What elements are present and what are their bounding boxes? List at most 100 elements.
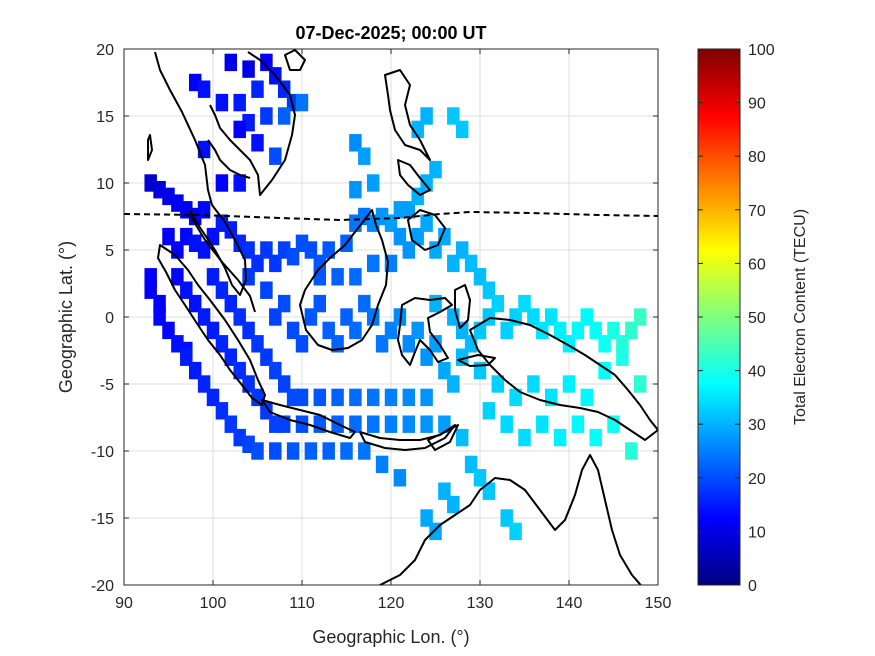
- tec-cell: [402, 388, 416, 407]
- tec-cell: [491, 375, 505, 393]
- tec-cell: [349, 388, 362, 407]
- tec-cell: [571, 321, 585, 340]
- tec-cell: [473, 469, 487, 487]
- tec-cell: [180, 281, 193, 299]
- colorbar-tick-label: 20: [748, 471, 766, 488]
- tec-cell: [438, 227, 451, 246]
- tec-cell: [313, 254, 327, 273]
- coastline-java: [261, 399, 356, 439]
- tec-cell: [633, 375, 647, 393]
- tec-cell: [260, 107, 273, 125]
- y-axis-label: Geographic Lat. (°): [56, 241, 76, 393]
- tec-cell: [224, 415, 238, 433]
- coastline-indochina: [209, 51, 296, 196]
- tec-cell: [366, 388, 380, 407]
- tec-cell: [349, 134, 362, 152]
- tec-cell: [242, 321, 255, 340]
- tec-cell: [527, 308, 540, 326]
- tec-cell: [393, 227, 407, 246]
- tec-cell: [340, 308, 353, 326]
- tec-cell: [455, 428, 469, 447]
- tec-cell: [304, 241, 318, 259]
- tec-cell: [358, 294, 371, 313]
- tec-cell: [633, 308, 647, 326]
- tec-cell: [420, 107, 433, 125]
- tec-cell: [304, 308, 318, 326]
- tec-cell: [420, 348, 433, 366]
- tec-cell: [295, 93, 309, 112]
- tec-cell: [607, 321, 620, 340]
- tec-cell: [527, 375, 540, 393]
- tec-cell: [197, 241, 211, 259]
- tec-cell: [429, 160, 442, 179]
- tec-cell: [331, 388, 344, 407]
- tec-cell: [375, 335, 389, 353]
- tec-cell: [197, 80, 211, 98]
- x-tick-label: 140: [556, 595, 583, 612]
- tec-cell: [625, 321, 638, 340]
- x-tick-label: 130: [467, 595, 494, 612]
- colorbar-tick-label: 40: [748, 364, 766, 381]
- y-axis-ticks: 20 15 10 5 0 -5 -10 -15 -20: [91, 42, 658, 595]
- tec-cell: [358, 442, 371, 460]
- colorbar-tick-label: 70: [748, 203, 766, 220]
- colorbar-tick-label: 10: [748, 524, 766, 541]
- tec-cell: [447, 495, 460, 514]
- y-tick-label: 10: [96, 176, 114, 193]
- tec-cell: [473, 268, 487, 286]
- tec-cell: [580, 388, 594, 407]
- y-tick-label: -10: [91, 444, 114, 461]
- tec-cell: [491, 294, 505, 313]
- tec-cell: [464, 455, 478, 474]
- tec-cell: [571, 415, 585, 433]
- tec-cell: [180, 348, 193, 366]
- tec-cell: [286, 321, 300, 340]
- tec-cell: [251, 254, 264, 273]
- tec-cell: [295, 415, 309, 433]
- tec-cell: [420, 174, 433, 192]
- colorbar-tick-label: 90: [748, 96, 766, 113]
- tec-cell: [438, 361, 451, 380]
- tec-cell: [562, 375, 576, 393]
- magnetic-equator-line: [124, 210, 658, 222]
- tec-cell: [224, 348, 238, 366]
- x-axis-ticks: 90 100 110 120 130 140 150: [115, 49, 671, 612]
- tec-cell: [233, 174, 246, 192]
- x-tick-label: 100: [200, 595, 227, 612]
- tec-cell: [518, 294, 531, 313]
- tec-cell: [144, 281, 157, 299]
- tec-cell: [607, 415, 620, 433]
- tec-cell: [162, 227, 175, 246]
- colorbar-tick-label: 80: [748, 149, 766, 166]
- tec-cell: [331, 268, 344, 286]
- coastline-visayas: [397, 159, 431, 196]
- tec-cell: [322, 321, 335, 340]
- tec-cell: [206, 388, 220, 407]
- tec-cell: [260, 281, 273, 299]
- tec-cell: [144, 268, 157, 286]
- tec-cell: [447, 254, 460, 273]
- tec-cell: [162, 321, 175, 340]
- tec-cell: [375, 455, 389, 474]
- tec-cell: [482, 402, 496, 420]
- tec-cell: [616, 348, 629, 366]
- x-tick-label: 120: [378, 595, 405, 612]
- tec-cell: [260, 241, 273, 259]
- tec-cell: [269, 308, 282, 326]
- tec-cell: [402, 335, 416, 353]
- colorbar-tick-label: 100: [748, 42, 775, 59]
- tec-cells: [144, 53, 647, 541]
- tec-cell: [384, 388, 398, 407]
- tec-cell: [420, 214, 433, 232]
- coastline-australia: [378, 454, 642, 585]
- tec-cell: [188, 294, 202, 313]
- tec-cell: [438, 482, 451, 500]
- y-tick-label: 5: [105, 243, 114, 260]
- tec-cell: [224, 53, 238, 72]
- tec-cell: [366, 174, 380, 192]
- x-tick-label: 90: [115, 595, 133, 612]
- tec-cell: [553, 321, 567, 340]
- tec-cell: [277, 375, 291, 393]
